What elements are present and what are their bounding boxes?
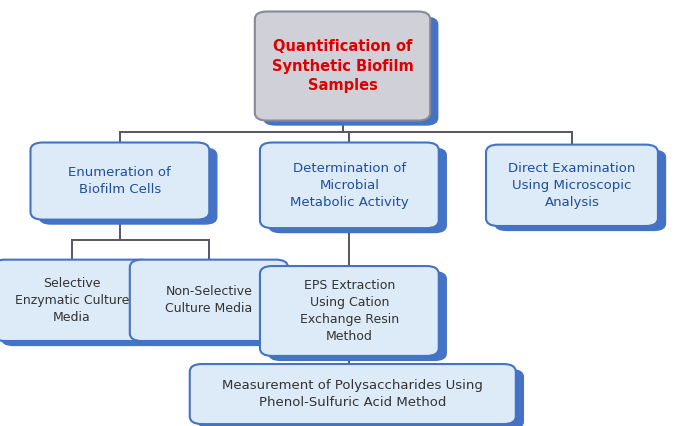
FancyBboxPatch shape [30,142,209,220]
Text: Enumeration of
Biofilm Cells: Enumeration of Biofilm Cells [68,166,171,196]
FancyBboxPatch shape [1,265,159,346]
FancyBboxPatch shape [260,142,439,228]
Text: Determination of
Microbial
Metabolic Activity: Determination of Microbial Metabolic Act… [290,162,409,209]
FancyBboxPatch shape [38,148,218,225]
FancyBboxPatch shape [486,145,658,226]
Text: Measurement of Polysaccharides Using
Phenol-Sulfuric Acid Method: Measurement of Polysaccharides Using Phe… [223,379,483,409]
Text: Direct Examination
Using Microscopic
Analysis: Direct Examination Using Microscopic Ana… [508,162,636,209]
FancyBboxPatch shape [269,148,447,233]
Text: EPS Extraction
Using Cation
Exchange Resin
Method: EPS Extraction Using Cation Exchange Res… [300,279,399,343]
FancyBboxPatch shape [494,150,666,231]
FancyBboxPatch shape [198,369,524,426]
FancyBboxPatch shape [263,17,438,126]
FancyBboxPatch shape [190,364,516,424]
FancyBboxPatch shape [0,260,151,341]
FancyBboxPatch shape [269,271,447,361]
Text: Quantification of
Synthetic Biofilm
Samples: Quantification of Synthetic Biofilm Samp… [272,39,413,93]
FancyBboxPatch shape [130,260,288,341]
FancyBboxPatch shape [138,265,296,346]
Text: Selective
Enzymatic Culture
Media: Selective Enzymatic Culture Media [15,277,129,324]
Text: Non-Selective
Culture Media: Non-Selective Culture Media [165,285,253,315]
FancyBboxPatch shape [255,12,430,121]
FancyBboxPatch shape [260,266,439,356]
